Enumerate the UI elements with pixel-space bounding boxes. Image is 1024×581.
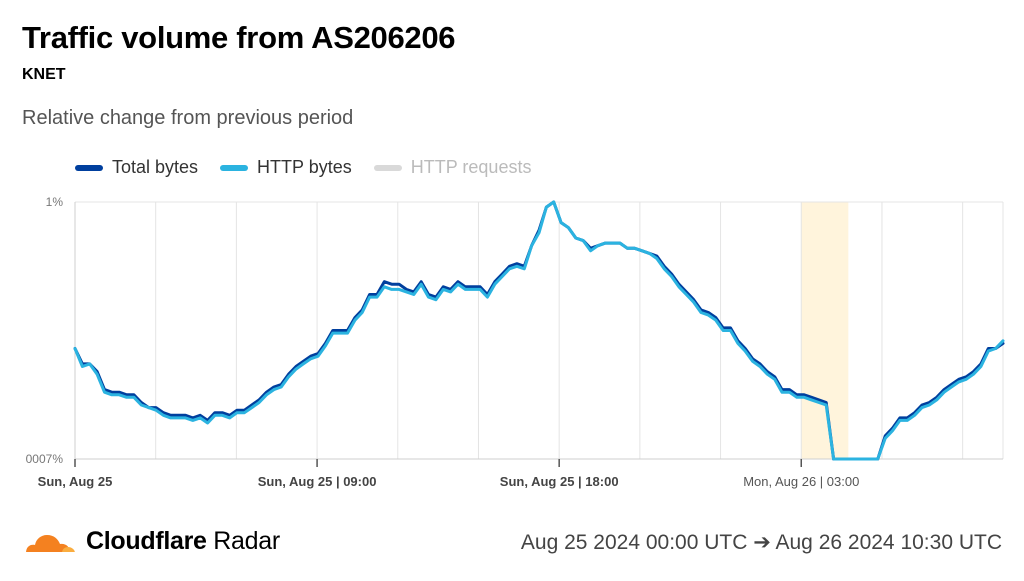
y-tick-label-top: 1%	[46, 195, 64, 209]
legend-item-total-bytes[interactable]: Total bytes	[75, 157, 198, 178]
cloudflare-radar-logo: Cloudflare Radar	[22, 527, 280, 556]
brand-name: Cloudflare Radar	[86, 527, 280, 556]
brand-name-bold: Cloudflare	[86, 527, 207, 555]
legend-swatch-total-bytes	[75, 164, 103, 171]
x-tick-label: Sun, Aug 25 | 18:00	[500, 474, 619, 489]
date-range: Aug 25 2024 00:00 UTC ➔ Aug 26 2024 10:3…	[520, 531, 1002, 554]
legend-label-total-bytes: Total bytes	[112, 157, 199, 177]
legend-swatch-http-bytes	[220, 164, 249, 171]
series-line-total-bytes	[73, 200, 1005, 461]
x-tick-label: Sun, Aug 25	[38, 474, 113, 489]
chart-subtitle: KNET	[22, 66, 66, 83]
series-line-http-bytes	[73, 200, 1005, 461]
legend-item-http-bytes[interactable]: HTTP bytes	[220, 157, 352, 178]
x-tick-label: Sun, Aug 25 | 09:00	[258, 474, 377, 489]
legend: Total bytes HTTP bytes HTTP requests	[75, 157, 531, 178]
highlight-band	[801, 202, 849, 459]
chart-title: Traffic volume from AS206206	[22, 20, 456, 55]
cloudflare-cloud-icon	[26, 534, 75, 554]
y-tick-label-bottom: 0007%	[26, 452, 64, 466]
legend-item-http-requests[interactable]: HTTP requests	[373, 157, 532, 178]
brand-name-light: Radar	[213, 527, 280, 555]
x-tick-label: Mon, Aug 26 | 03:00	[743, 474, 859, 489]
legend-label-http-requests: HTTP requests	[410, 157, 532, 177]
legend-swatch-http-requests	[373, 164, 402, 171]
legend-label-http-bytes: HTTP bytes	[257, 157, 352, 177]
chart-description: Relative change from previous period	[22, 107, 354, 129]
